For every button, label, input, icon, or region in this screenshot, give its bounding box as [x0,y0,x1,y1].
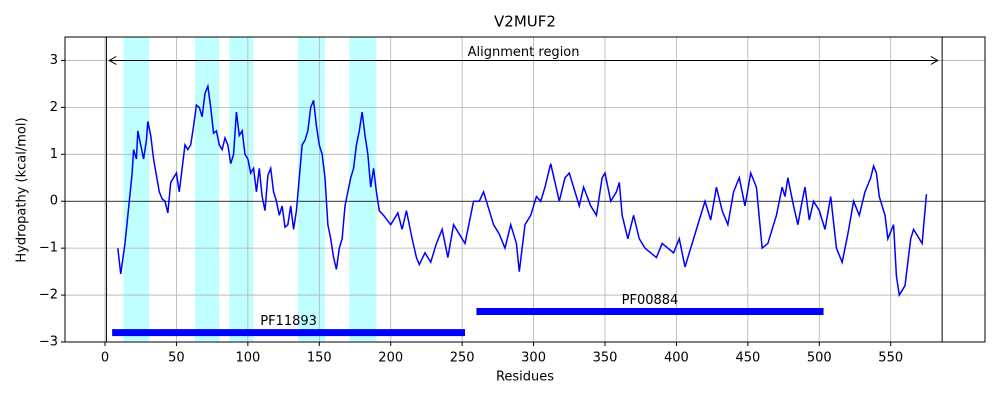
x-tick-label: 0 [101,351,109,366]
highlight-region [349,37,377,342]
x-tick-label: 250 [450,351,475,366]
x-axis-label: Residues [496,370,554,385]
x-tick-label: 200 [378,351,403,366]
hydropathy-line [117,83,928,298]
domain-label: PF00884 [622,293,679,308]
x-tick-label: 100 [235,351,260,366]
arrow-head [108,56,117,65]
x-tick-label: 350 [593,351,618,366]
y-tick-label: −1 [39,241,58,256]
arrow-head [930,56,939,65]
domain-bar [476,308,824,315]
annotation-text: Alignment region [468,45,580,60]
y-tick-label: 2 [50,100,58,115]
plot-frame [64,36,986,343]
x-tick-label: 450 [735,351,760,366]
domain-bar [112,329,466,337]
y-axis-label: Hydropathy (kcal/mol) [15,117,30,262]
x-tick-label: 550 [878,351,903,366]
y-tick-label: −3 [39,335,58,350]
y-tick-label: 0 [50,194,58,209]
highlight-region [229,37,254,342]
y-tick-label: 1 [50,147,58,162]
chart-title: V2MUF2 [494,13,556,31]
highlight-region [195,37,220,342]
domain-label: PF11893 [260,314,317,329]
y-tick-label: −2 [39,288,58,303]
highlight-region [123,37,150,342]
highlight-region [297,37,325,342]
x-tick-label: 300 [521,351,546,366]
x-tick-label: 500 [807,351,832,366]
y-tick-label: 3 [50,53,58,68]
x-tick-label: 50 [168,351,185,366]
x-tick-label: 150 [307,351,332,366]
x-tick-label: 400 [664,351,689,366]
